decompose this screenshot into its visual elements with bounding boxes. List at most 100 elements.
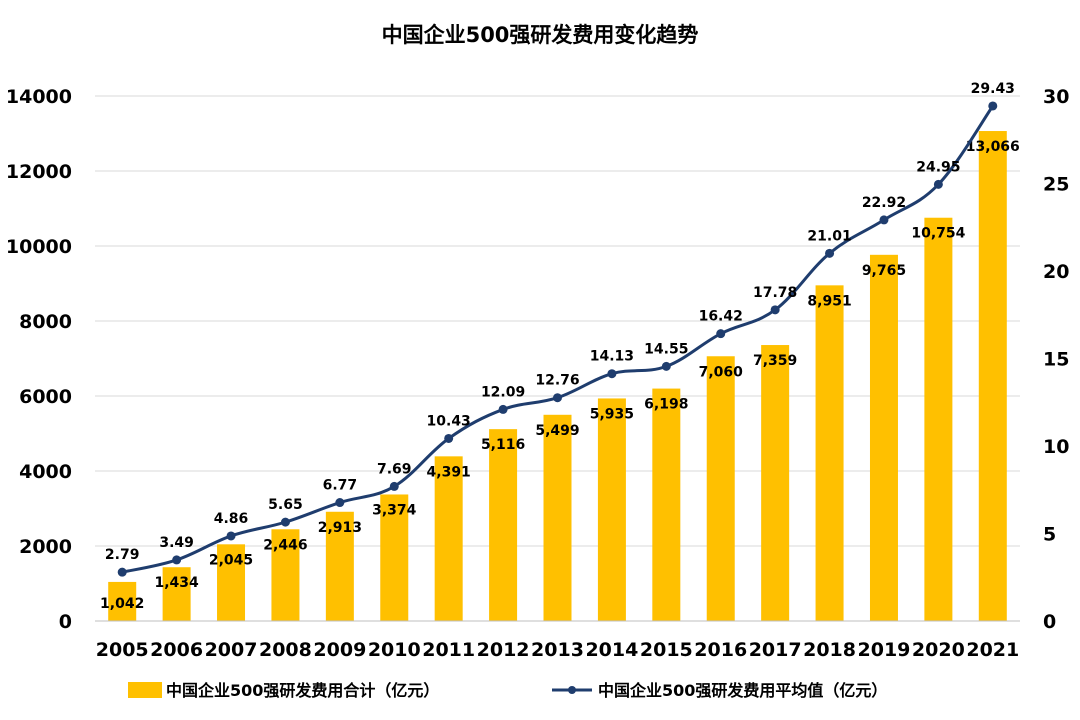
line-data-label: 17.78 bbox=[753, 285, 797, 301]
legend: 中国企业500强研发费用合计（亿元） 中国企业500强研发费用平均值（亿元） bbox=[128, 681, 887, 700]
line-point bbox=[988, 101, 998, 111]
x-tick-label: 2016 bbox=[694, 639, 747, 661]
line-data-label: 14.55 bbox=[644, 341, 688, 357]
bar-data-label: 7,060 bbox=[699, 364, 744, 380]
line-data-label: 16.42 bbox=[699, 309, 743, 325]
bar bbox=[380, 494, 409, 621]
bar bbox=[652, 388, 681, 621]
left-tick-label: 14000 bbox=[6, 86, 72, 108]
line-data-label: 12.09 bbox=[481, 384, 525, 400]
line-point bbox=[553, 393, 562, 403]
bar bbox=[434, 456, 463, 621]
x-axis: 2005 2006 2007 2008 2009 2010 2011 2012 2013 2014… bbox=[95, 620, 1020, 661]
bar-data-label: 9,765 bbox=[862, 263, 906, 279]
bar-data-label: 7,359 bbox=[753, 353, 797, 369]
legend-bar-label: 中国企业500强研发费用合计（亿元） bbox=[166, 681, 439, 700]
x-tick-label: 2006 bbox=[150, 639, 203, 661]
bar bbox=[761, 345, 790, 621]
x-tick-label: 2012 bbox=[477, 639, 530, 661]
line-data-label: 2.79 bbox=[105, 547, 140, 563]
right-tick-label: 30 bbox=[1043, 86, 1069, 108]
line-data-label: 12.76 bbox=[535, 373, 579, 389]
bar-data-label: 2,446 bbox=[263, 537, 307, 553]
x-tick-label: 2008 bbox=[259, 639, 312, 661]
legend-bar-swatch bbox=[128, 682, 162, 698]
right-tick-label: 15 bbox=[1043, 349, 1069, 371]
line-data-label: 21.01 bbox=[807, 228, 851, 244]
bar bbox=[706, 356, 735, 621]
x-tick-label: 2021 bbox=[966, 639, 1019, 661]
line-point bbox=[716, 329, 726, 339]
bar-data-label: 5,116 bbox=[481, 437, 525, 453]
x-tick-label: 2018 bbox=[803, 639, 856, 661]
left-tick-label: 6000 bbox=[19, 386, 72, 408]
x-tick-label: 2009 bbox=[313, 639, 366, 661]
left-tick-label: 0 bbox=[59, 611, 72, 633]
bar bbox=[815, 285, 844, 621]
bar bbox=[108, 581, 137, 621]
x-tick-label: 2011 bbox=[422, 639, 475, 661]
bar-data-label: 8,951 bbox=[807, 293, 851, 309]
line-data-label: 22.92 bbox=[862, 195, 906, 211]
x-tick-label: 2007 bbox=[205, 639, 258, 661]
line-series: 2.79 3.49 4.86 5.65 6.77 7.69 10.43 12.09 12.76 1… bbox=[105, 81, 1015, 577]
line-data-label: 29.43 bbox=[971, 81, 1015, 97]
line-data-label: 5.65 bbox=[268, 497, 303, 513]
bar bbox=[271, 529, 300, 621]
line-point bbox=[661, 361, 671, 371]
chart-title: 中国企业500强研发费用变化趋势 bbox=[382, 23, 699, 47]
legend-line-marker bbox=[568, 686, 576, 694]
right-axis: 0 5 10 15 20 25 30 bbox=[1043, 86, 1069, 633]
line-point bbox=[879, 215, 889, 225]
line-data-label: 6.77 bbox=[323, 478, 358, 494]
left-tick-label: 4000 bbox=[19, 461, 72, 483]
average-line bbox=[121, 105, 995, 574]
bar-data-label: 13,066 bbox=[966, 139, 1020, 155]
bar bbox=[597, 398, 626, 621]
right-tick-label: 25 bbox=[1043, 174, 1069, 196]
bar-data-label: 1,042 bbox=[100, 596, 144, 612]
bar-data-label: 3,374 bbox=[372, 502, 417, 518]
bar bbox=[978, 131, 1007, 621]
bar-data-label: 2,045 bbox=[209, 552, 253, 568]
line-point bbox=[335, 498, 345, 508]
left-tick-label: 8000 bbox=[19, 311, 72, 333]
line-point bbox=[172, 555, 182, 565]
line-point bbox=[770, 305, 780, 315]
bar-data-label: 5,935 bbox=[590, 406, 634, 422]
legend-line-label: 中国企业500强研发费用平均值（亿元） bbox=[598, 681, 887, 700]
x-tick-label: 2014 bbox=[585, 639, 638, 661]
bar-data-label: 4,391 bbox=[427, 464, 471, 480]
bar-data-label: 6,198 bbox=[644, 397, 688, 413]
x-tick-label: 2015 bbox=[640, 639, 693, 661]
right-tick-label: 10 bbox=[1043, 436, 1069, 458]
line-data-label: 24.95 bbox=[916, 159, 960, 175]
line-point bbox=[226, 531, 236, 541]
left-axis: 0 2000 4000 6000 8000 10000 12000 14000 bbox=[6, 86, 72, 633]
bar-series: 1,042 1,434 2,045 2,446 2,913 3,374 4,391 5,116… bbox=[100, 131, 1020, 621]
x-tick-label: 2010 bbox=[368, 639, 421, 661]
bar bbox=[162, 567, 191, 621]
right-tick-label: 20 bbox=[1043, 261, 1069, 283]
line-data-label: 7.69 bbox=[377, 461, 412, 477]
bar-data-label: 1,434 bbox=[154, 575, 199, 591]
bar-data-label: 2,913 bbox=[318, 520, 362, 536]
bar bbox=[489, 429, 518, 621]
line-point bbox=[444, 433, 454, 443]
x-tick-label: 2005 bbox=[96, 639, 149, 661]
bar bbox=[325, 511, 354, 621]
right-tick-label: 5 bbox=[1043, 524, 1056, 546]
line-point bbox=[280, 517, 290, 527]
x-tick-label: 2020 bbox=[912, 639, 965, 661]
left-tick-label: 12000 bbox=[6, 161, 72, 183]
line-data-label: 3.49 bbox=[159, 535, 194, 551]
line-point bbox=[825, 248, 835, 258]
right-tick-label: 0 bbox=[1043, 611, 1056, 633]
x-tick-label: 2013 bbox=[531, 639, 584, 661]
line-data-label: 4.86 bbox=[214, 511, 249, 527]
bar bbox=[869, 254, 898, 621]
bar bbox=[924, 217, 953, 621]
bar-data-label: 10,754 bbox=[911, 226, 965, 242]
bar-data-label: 5,499 bbox=[535, 423, 579, 439]
